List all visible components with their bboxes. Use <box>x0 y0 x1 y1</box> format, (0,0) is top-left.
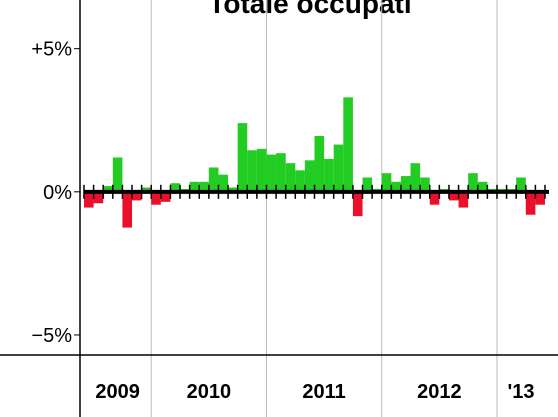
bar <box>362 177 373 192</box>
bar <box>343 97 353 192</box>
bar <box>93 191 104 204</box>
bar <box>237 123 248 192</box>
bar <box>266 154 277 192</box>
bar <box>141 187 152 192</box>
bar <box>208 167 219 192</box>
bar <box>112 157 123 192</box>
bar <box>228 187 238 192</box>
bar <box>256 148 267 192</box>
bar <box>84 191 94 208</box>
bar <box>285 163 296 192</box>
bar <box>525 191 536 215</box>
bar <box>276 153 286 192</box>
bar <box>535 191 545 205</box>
bar <box>420 177 430 192</box>
x-group-label: 2012 <box>417 381 462 403</box>
bar <box>429 191 440 205</box>
bar <box>477 181 488 192</box>
x-group-label: 2010 <box>187 381 232 403</box>
bar <box>324 158 334 192</box>
x-group-label: 2009 <box>95 381 140 403</box>
bar <box>295 170 305 192</box>
bar <box>103 186 113 192</box>
bar <box>333 144 344 192</box>
bar <box>218 174 229 192</box>
bar <box>400 176 411 192</box>
bar <box>314 135 325 192</box>
bar <box>410 163 421 192</box>
bar <box>448 191 459 201</box>
bar <box>151 191 161 205</box>
bar <box>304 160 315 192</box>
bar <box>458 191 469 208</box>
bar <box>170 183 181 192</box>
chart-title: Totale occupati <box>208 0 411 19</box>
bar <box>199 181 209 192</box>
bar <box>160 191 171 202</box>
y-tick-label: 0% <box>43 182 72 204</box>
bar <box>516 177 526 192</box>
bar <box>468 173 478 192</box>
bar <box>247 150 257 192</box>
x-group-label: '13 <box>507 381 534 403</box>
bar <box>132 191 142 201</box>
bar <box>122 191 133 228</box>
y-tick-label: −5% <box>31 325 72 347</box>
bar <box>189 181 200 192</box>
bar <box>352 191 363 217</box>
y-tick-label: +5% <box>31 39 72 61</box>
bar <box>391 181 401 192</box>
bar <box>381 173 392 192</box>
x-group-label: 2011 <box>302 381 345 403</box>
